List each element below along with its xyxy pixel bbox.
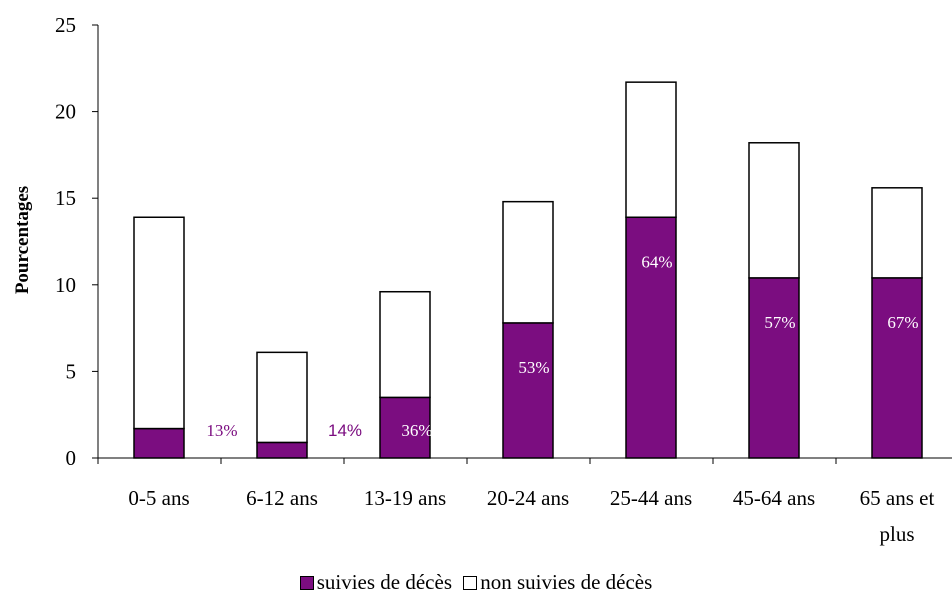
x-tick-label: 65 ans et (860, 486, 935, 510)
data-label: 57% (764, 313, 795, 332)
y-tick-label: 25 (55, 13, 76, 37)
legend-label-no-deaths: non suivies de décès (480, 570, 653, 594)
x-tick-label: plus (879, 522, 914, 546)
legend: suivies de décès non suivies de décès (0, 570, 952, 596)
y-tick-label: 0 (66, 446, 77, 470)
bar-deaths (256, 441, 308, 459)
data-label: 13% (206, 421, 237, 440)
bar-no-deaths (502, 200, 554, 324)
bar-no-deaths (379, 290, 431, 399)
x-tick-label: 20-24 ans (487, 486, 569, 510)
legend-item-deaths: suivies de décès (299, 570, 452, 595)
bar-deaths (625, 216, 677, 459)
x-tick-label: 45-64 ans (733, 486, 815, 510)
data-label: 36% (401, 421, 432, 440)
x-tick-label: 25-44 ans (610, 486, 692, 510)
bar-deaths (502, 322, 554, 459)
data-label: 64% (641, 252, 672, 271)
y-tick-label: 5 (66, 359, 77, 383)
bar-no-deaths (256, 351, 308, 444)
bar-no-deaths (625, 81, 677, 219)
legend-swatch-deaths (299, 575, 314, 590)
bar-deaths (133, 427, 185, 459)
data-label: 14% (328, 421, 362, 440)
legend-item-no-deaths: non suivies de décès (463, 570, 652, 595)
legend-swatch-no-deaths (463, 575, 478, 590)
y-tick-label: 10 (55, 273, 76, 297)
legend-label-deaths: suivies de décès (316, 570, 452, 594)
bar-deaths (871, 277, 923, 459)
data-label: 53% (518, 358, 549, 377)
bar-no-deaths (871, 187, 923, 279)
y-tick-label: 20 (55, 100, 76, 124)
bar-no-deaths (133, 216, 185, 430)
x-tick-label: 0-5 ans (128, 486, 189, 510)
y-axis-label: Pourcentages (12, 186, 33, 294)
data-label: 67% (887, 313, 918, 332)
bar-no-deaths (748, 142, 800, 279)
y-tick-label: 15 (55, 186, 76, 210)
x-tick-label: 6-12 ans (246, 486, 318, 510)
bar-deaths (379, 396, 431, 459)
stacked-bar-chart: Pourcentages 0 5 10 15 20 25 0-5 ans 6-12 ans 13… (12, 13, 952, 546)
bar-deaths (748, 277, 800, 459)
x-tick-label: 13-19 ans (364, 486, 446, 510)
